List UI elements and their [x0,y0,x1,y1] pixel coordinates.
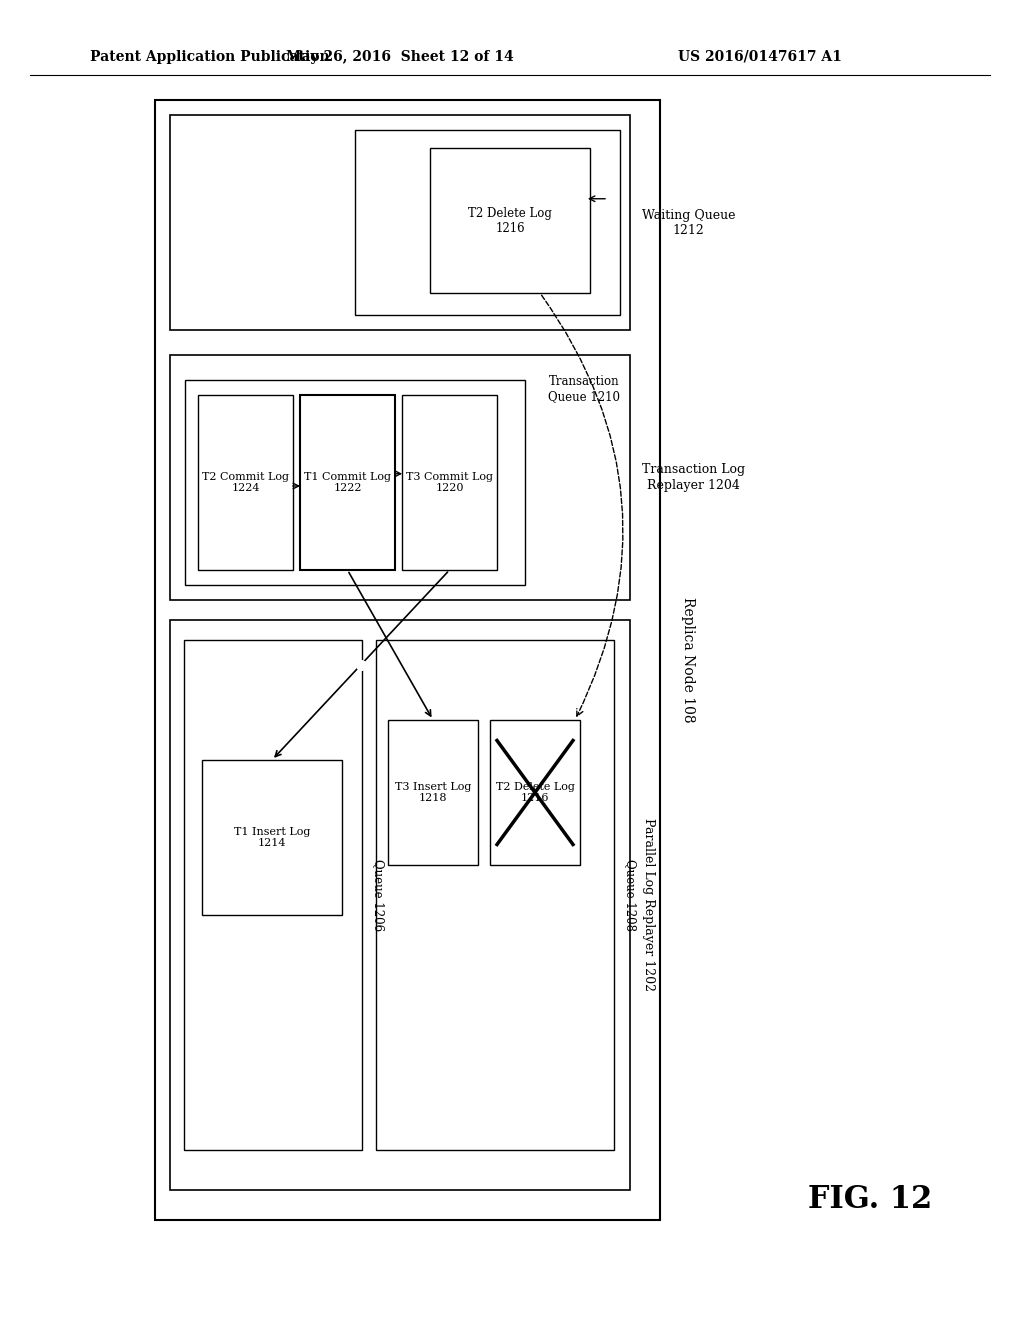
Text: Patent Application Publication: Patent Application Publication [90,50,330,63]
Text: T1 Insert Log
1214: T1 Insert Log 1214 [233,826,310,849]
Bar [170,355,630,601]
Text: US 2016/0147617 A1: US 2016/0147617 A1 [678,50,842,63]
Bar [170,620,630,1191]
Bar [355,129,620,315]
Text: May 26, 2016  Sheet 12 of 14: May 26, 2016 Sheet 12 of 14 [286,50,514,63]
Bar [202,760,342,915]
FancyArrowPatch shape [542,296,623,717]
Bar [402,395,497,570]
Text: FIG. 12: FIG. 12 [808,1184,932,1216]
Bar [376,640,614,1150]
Bar [430,148,590,293]
Bar [490,719,580,865]
Text: Queue 1206: Queue 1206 [372,859,385,931]
Text: T3 Insert Log
1218: T3 Insert Log 1218 [395,781,471,804]
Text: Transaction Log
Replayer 1204: Transaction Log Replayer 1204 [642,463,745,491]
Text: Parallel Log Replayer 1202: Parallel Log Replayer 1202 [642,818,655,991]
Bar [198,395,293,570]
Text: T3 Commit Log
1220: T3 Commit Log 1220 [406,471,493,494]
Text: Queue 1208: Queue 1208 [624,859,637,931]
Bar [170,115,630,330]
Bar [155,100,660,1220]
Text: Replica Node 108: Replica Node 108 [681,597,695,723]
Text: T2 Delete Log
1216: T2 Delete Log 1216 [496,781,574,804]
Bar [300,395,395,570]
Bar [388,719,478,865]
Bar [185,380,525,585]
Text: T2 Delete Log
1216: T2 Delete Log 1216 [468,206,552,235]
Text: Waiting Queue
1212: Waiting Queue 1212 [642,209,735,236]
Text: T1 Commit Log
1222: T1 Commit Log 1222 [304,471,391,494]
Text: Transaction
Queue 1210: Transaction Queue 1210 [548,375,620,403]
Text: T2 Commit Log
1224: T2 Commit Log 1224 [202,471,289,494]
Bar [184,640,362,1150]
